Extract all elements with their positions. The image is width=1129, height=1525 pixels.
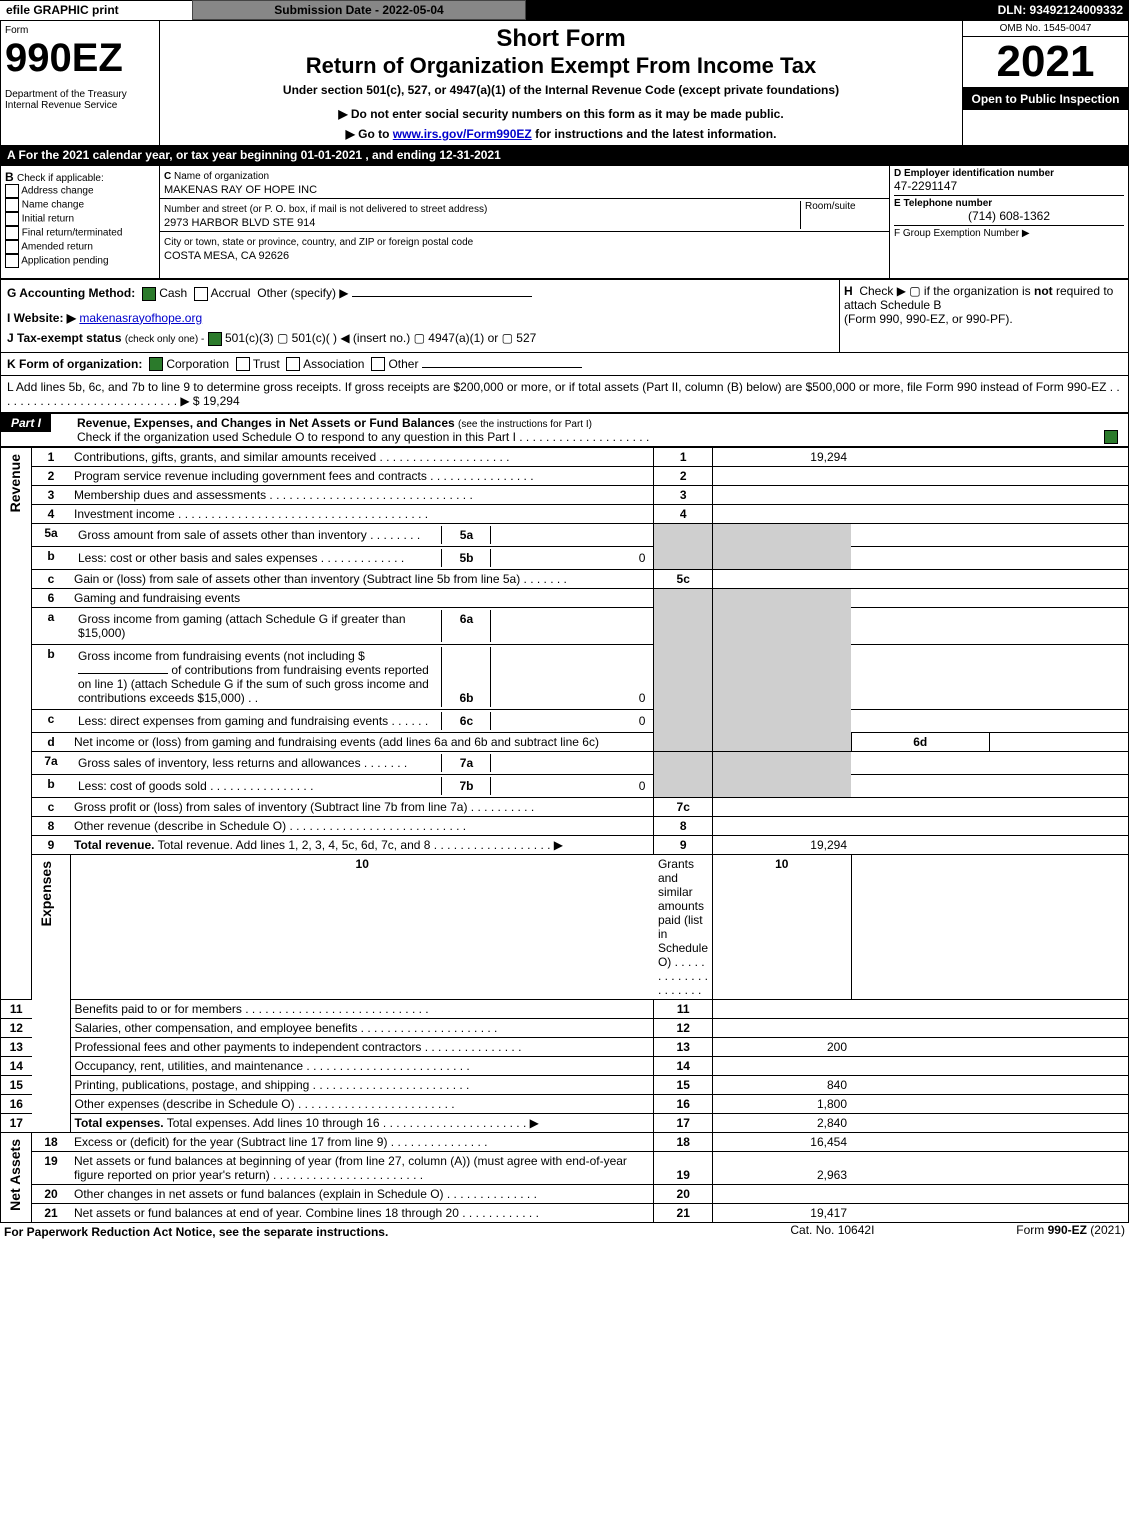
chk-assoc — [286, 357, 300, 371]
b-label: B Check if applicable: — [5, 170, 155, 184]
warn1: ▶ Do not enter social security numbers o… — [168, 107, 954, 121]
chk-corp — [149, 357, 163, 371]
top-bar: efile GRAPHIC print Submission Date - 20… — [0, 0, 1129, 20]
chk-name: Name change — [5, 198, 155, 212]
org-street: 2973 HARBOR BLVD STE 914 — [164, 217, 315, 229]
d-block: D Employer identification number 47-2291… — [894, 168, 1124, 196]
form-header: Form 990EZ Department of the Treasury In… — [0, 20, 1129, 146]
chk-address: Address change — [5, 184, 155, 198]
part1-header: Part I Revenue, Expenses, and Changes in… — [0, 413, 1129, 447]
val-19: 2,963 — [713, 1152, 852, 1185]
val-21: 19,417 — [713, 1204, 852, 1223]
c-label: C — [164, 171, 171, 182]
g-h-row: G Accounting Method: Cash Accrual Other … — [0, 279, 1129, 353]
website-row: I Website: ▶ makenasrayofhope.org — [7, 311, 833, 325]
chk-501c3 — [208, 332, 222, 346]
omb: OMB No. 1545-0047 — [963, 21, 1128, 37]
dln-label: DLN: 93492124009332 — [897, 1, 1129, 20]
org-city: COSTA MESA, CA 92626 — [164, 250, 289, 262]
irs: Internal Revenue Service — [5, 100, 155, 111]
val-15: 840 — [713, 1076, 852, 1095]
short-form: Short Form — [168, 25, 954, 53]
l-row: L Add lines 5b, 6c, and 7b to line 9 to … — [0, 376, 1129, 413]
vert-expenses: Expenses — [36, 857, 56, 930]
page-footer: For Paperwork Reduction Act Notice, see … — [0, 1223, 1129, 1241]
k-row: K Form of organization: Corporation Trus… — [0, 353, 1129, 377]
vert-net: Net Assets — [5, 1135, 25, 1215]
website-link[interactable]: makenasrayofhope.org — [79, 311, 202, 325]
part1-label: Part I — [1, 414, 51, 432]
chk-accrual — [194, 287, 208, 301]
efile-label: efile GRAPHIC print — [0, 1, 193, 20]
form-number: 990EZ — [5, 36, 155, 81]
warn2: ▶ Go to www.irs.gov/Form990EZ for instru… — [168, 127, 954, 141]
vert-revenue: Revenue — [5, 450, 25, 516]
chk-pending: Application pending — [5, 254, 155, 268]
h-block: H Check ▶ ▢ if the organization is not r… — [844, 284, 1124, 326]
form-word: Form — [5, 25, 155, 36]
val-16: 1,800 — [713, 1095, 852, 1114]
dept: Department of the Treasury — [5, 89, 155, 100]
tax-year: 2021 — [963, 37, 1128, 88]
part1-table: Revenue 1 Contributions, gifts, grants, … — [0, 447, 1129, 1223]
val-1: 19,294 — [713, 448, 852, 467]
f-block: F Group Exemption Number ▶ — [894, 226, 1124, 239]
entity-info: B Check if applicable: Address change Na… — [0, 165, 1129, 279]
g-label: G Accounting Method: — [7, 286, 135, 300]
chk-sched-o — [1104, 430, 1118, 444]
chk-cash — [142, 287, 156, 301]
chk-initial: Initial return — [5, 212, 155, 226]
val-17: 2,840 — [713, 1114, 852, 1133]
e-block: E Telephone number (714) 608-1362 — [894, 196, 1124, 226]
val-13: 200 — [713, 1038, 852, 1057]
val-18: 16,454 — [713, 1133, 852, 1152]
chk-trust — [236, 357, 250, 371]
open-public: Open to Public Inspection — [963, 88, 1128, 110]
section-a: A For the 2021 calendar year, or tax yea… — [0, 146, 1129, 165]
subtitle: Under section 501(c), 527, or 4947(a)(1)… — [168, 83, 954, 97]
room-label: Room/suite — [801, 201, 886, 229]
chk-other — [371, 357, 385, 371]
val-9: 19,294 — [713, 836, 852, 855]
submission-date: Submission Date - 2022-05-04 — [193, 1, 526, 20]
title: Return of Organization Exempt From Incom… — [168, 53, 954, 79]
irs-link[interactable]: www.irs.gov/Form990EZ — [393, 127, 532, 141]
org-name: MAKENAS RAY OF HOPE INC — [164, 184, 317, 196]
chk-amended: Amended return — [5, 240, 155, 254]
chk-final: Final return/terminated — [5, 226, 155, 240]
j-row: J Tax-exempt status (check only one) - 5… — [7, 331, 833, 346]
